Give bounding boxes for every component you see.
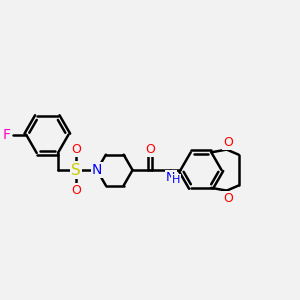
Text: F: F	[3, 128, 11, 142]
Text: S: S	[71, 163, 81, 178]
Text: O: O	[146, 143, 155, 156]
Text: N: N	[166, 171, 176, 184]
Text: O: O	[71, 184, 81, 197]
Text: H: H	[172, 176, 180, 185]
Text: O: O	[223, 136, 233, 148]
Text: O: O	[223, 192, 233, 205]
Text: N: N	[92, 163, 102, 177]
Text: O: O	[71, 143, 81, 156]
